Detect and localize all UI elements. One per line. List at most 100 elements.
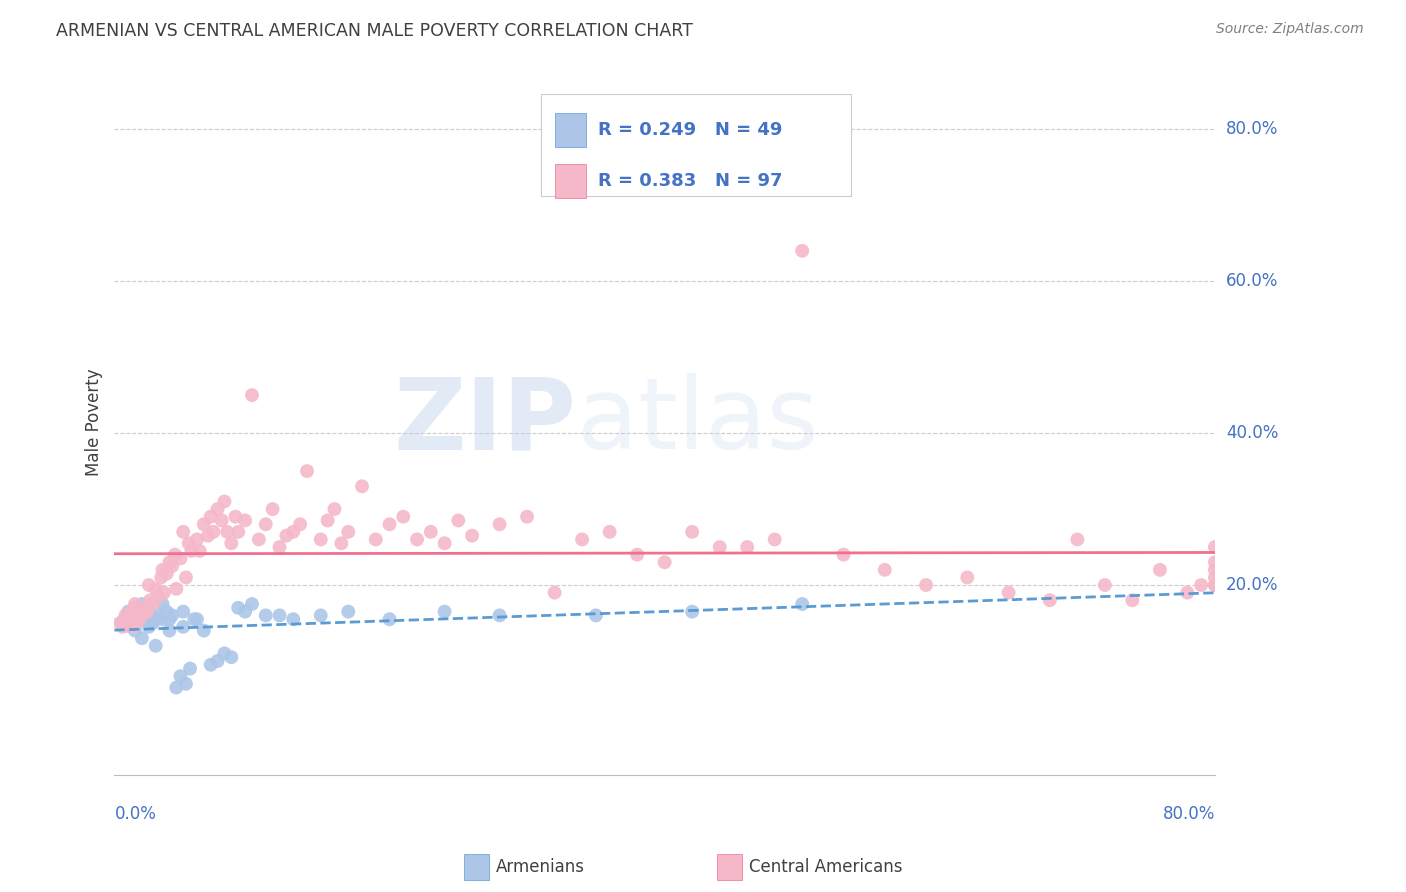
Point [262, 502, 284, 516]
Point [221, 650, 243, 665]
Point [337, 605, 360, 619]
Point [1204, 555, 1226, 569]
Point [163, 548, 186, 562]
Point [120, 605, 142, 619]
Text: 40.0%: 40.0% [1226, 424, 1278, 442]
Point [156, 566, 179, 581]
Point [1094, 578, 1116, 592]
Point [1121, 593, 1143, 607]
Point [433, 536, 456, 550]
Point [1204, 570, 1226, 584]
Point [654, 555, 676, 569]
Point [122, 620, 145, 634]
Point [202, 524, 225, 539]
Point [159, 555, 181, 569]
Point [117, 605, 139, 619]
Point [174, 677, 197, 691]
Point [111, 620, 134, 634]
Point [247, 533, 270, 547]
Point [138, 620, 160, 634]
Point [152, 612, 174, 626]
Point [148, 590, 170, 604]
Point [873, 563, 896, 577]
Text: 80.0%: 80.0% [1163, 805, 1215, 823]
Point [134, 600, 156, 615]
Point [148, 608, 170, 623]
Point [179, 662, 201, 676]
Point [180, 544, 202, 558]
Point [392, 509, 415, 524]
Point [186, 612, 208, 626]
Point [131, 631, 153, 645]
Point [221, 536, 243, 550]
Point [108, 615, 131, 630]
Point [200, 657, 222, 672]
Point [330, 536, 353, 550]
Point [142, 615, 165, 630]
Point [124, 597, 146, 611]
Text: 60.0%: 60.0% [1226, 272, 1278, 290]
Point [120, 620, 142, 634]
Point [419, 524, 441, 539]
Point [997, 585, 1019, 599]
Point [114, 612, 136, 626]
Point [124, 600, 146, 615]
Point [134, 612, 156, 626]
Text: atlas: atlas [576, 373, 818, 470]
Point [145, 582, 167, 596]
Point [110, 615, 132, 630]
Point [254, 517, 277, 532]
Point [142, 597, 165, 611]
Point [150, 570, 173, 584]
Point [233, 605, 256, 619]
Point [585, 608, 607, 623]
Point [956, 570, 979, 584]
Point [172, 524, 194, 539]
Point [240, 597, 263, 611]
Point [350, 479, 373, 493]
Text: ZIP: ZIP [394, 373, 576, 470]
Point [295, 464, 318, 478]
Text: R = 0.383   N = 97: R = 0.383 N = 97 [598, 172, 782, 190]
Point [681, 605, 703, 619]
Point [125, 615, 148, 630]
Point [1177, 585, 1199, 599]
Point [159, 624, 181, 638]
Text: ARMENIAN VS CENTRAL AMERICAN MALE POVERTY CORRELATION CHART: ARMENIAN VS CENTRAL AMERICAN MALE POVERT… [56, 22, 693, 40]
Point [681, 524, 703, 539]
Point [169, 669, 191, 683]
Point [283, 612, 305, 626]
Point [207, 502, 229, 516]
Point [188, 544, 211, 558]
Text: Source: ZipAtlas.com: Source: ZipAtlas.com [1216, 22, 1364, 37]
Text: Central Americans: Central Americans [749, 858, 903, 876]
Point [186, 533, 208, 547]
Point [138, 578, 160, 592]
Point [160, 608, 183, 623]
Point [832, 548, 855, 562]
Point [1204, 540, 1226, 554]
Point [200, 509, 222, 524]
Text: 0.0%: 0.0% [114, 805, 156, 823]
Point [488, 608, 510, 623]
Text: Armenians: Armenians [496, 858, 585, 876]
Point [378, 517, 401, 532]
Point [1066, 533, 1088, 547]
Point [183, 612, 205, 626]
Text: 80.0%: 80.0% [1226, 120, 1278, 138]
Point [364, 533, 387, 547]
Point [193, 624, 215, 638]
Point [1204, 563, 1226, 577]
Point [165, 681, 187, 695]
Point [128, 612, 150, 626]
Point [136, 605, 159, 619]
Point [152, 563, 174, 577]
Point [323, 502, 346, 516]
Point [792, 244, 814, 258]
Point [145, 612, 167, 626]
Point [172, 620, 194, 634]
Point [283, 524, 305, 539]
Point [276, 529, 298, 543]
Point [172, 605, 194, 619]
Point [461, 529, 484, 543]
